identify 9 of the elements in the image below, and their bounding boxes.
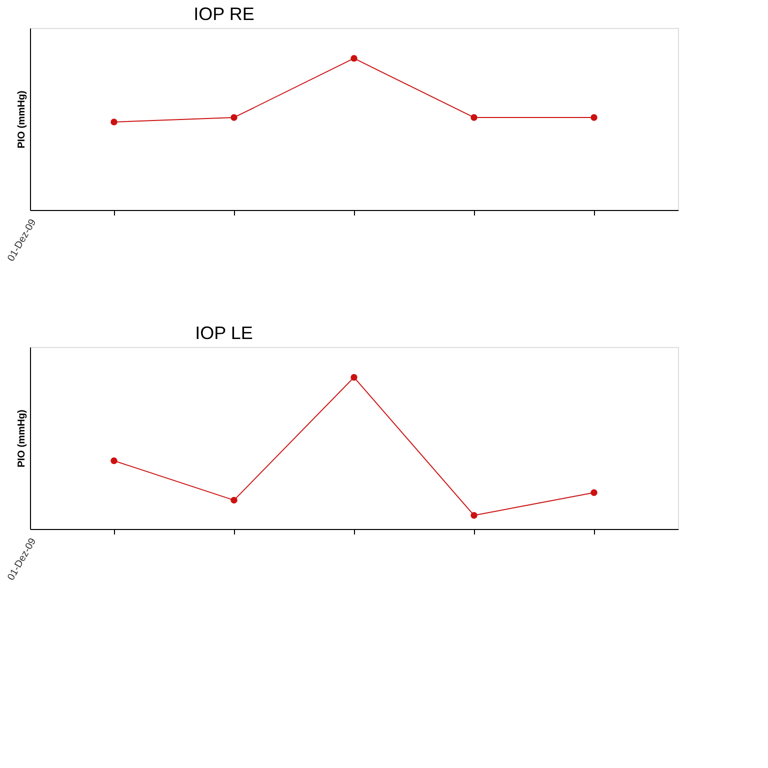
chart-title: IOP LE: [195, 323, 253, 343]
chart-title: IOP RE: [194, 4, 254, 24]
point: [110, 457, 118, 464]
point: [230, 496, 238, 504]
point: [470, 512, 478, 519]
point: [350, 374, 358, 381]
y-axis-title: PIO (mmHg): [16, 90, 28, 148]
point: [590, 489, 598, 496]
y-axis-title: PIO (mmHg): [16, 410, 28, 468]
